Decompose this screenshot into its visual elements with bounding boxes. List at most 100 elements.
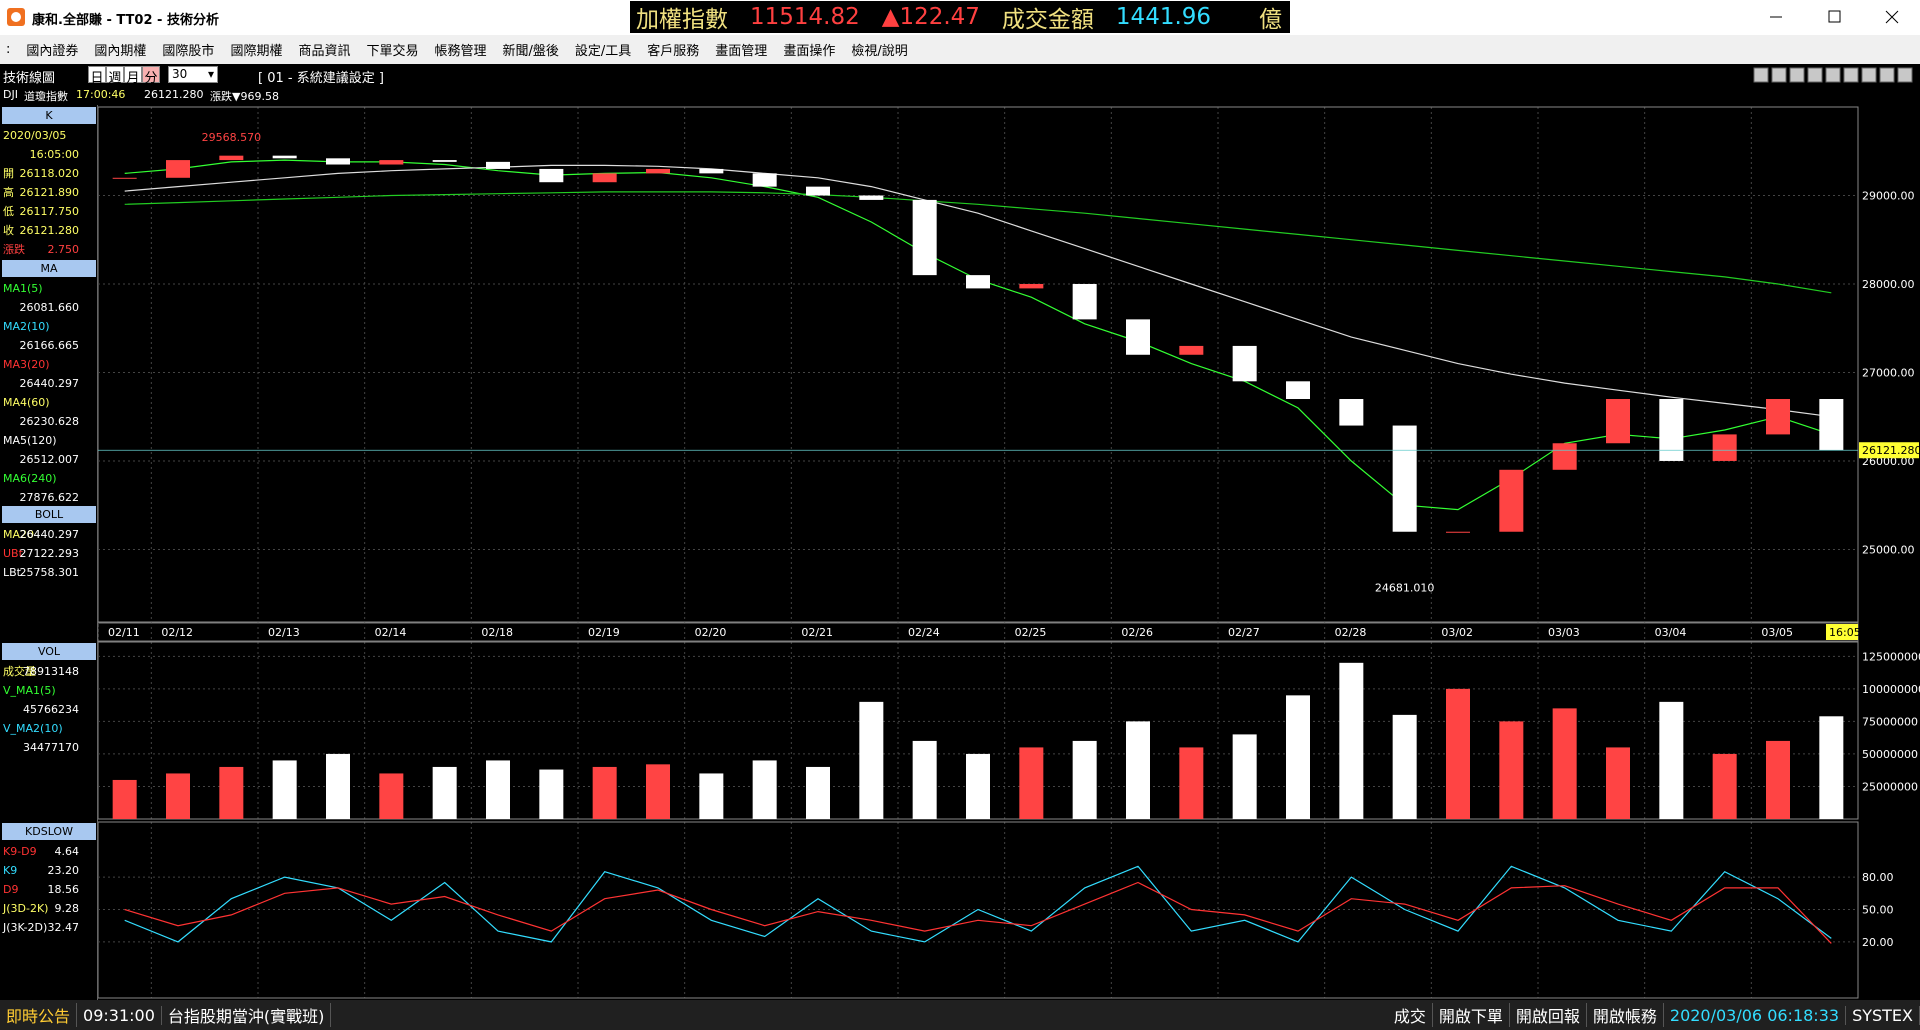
status-bar: 即時公告 09:31:00 台指股期當沖(實戰班) 成交 開啟下單 開啟回報 開啟帳務 202… xyxy=(0,1000,1920,1030)
y-tick-label: 25000.00 xyxy=(1862,543,1915,556)
volume-bar xyxy=(1179,747,1204,819)
y-tick-label: 80.00 xyxy=(1862,871,1894,884)
period-button[interactable]: 日 xyxy=(88,66,106,86)
status-item: 即時公告 xyxy=(0,1003,78,1027)
ticker: 加權指數 11514.82 ▲122.47 成交金額 1441.96 億 xyxy=(630,1,1290,33)
menu-bar: : 國內證券 國內期權 國際股市 國際期權 商品資訊 下單交易 帳務管理 新聞/盤後 設定/工具客… xyxy=(0,35,1920,64)
section-header: KDSLOW xyxy=(2,823,96,840)
period-button[interactable]: 月 xyxy=(124,66,142,86)
volume-bar xyxy=(646,764,670,819)
menu-item[interactable]: 國際股市 xyxy=(162,44,215,59)
menu-item[interactable]: 檢視/說明 xyxy=(851,44,908,59)
indicator-label: MA4(60) xyxy=(3,396,50,409)
volume-bar xyxy=(1446,688,1470,819)
indicator-label: MA1(5) xyxy=(3,282,43,295)
status-item[interactable]: 開啟帳務 xyxy=(1587,1003,1664,1027)
close[interactable] xyxy=(1885,10,1899,24)
indicator-value: 9.28 xyxy=(54,902,80,915)
menu-item[interactable]: 新聞/盤後 xyxy=(502,44,559,59)
y-tick-label: 20.00 xyxy=(1862,936,1894,949)
menu-item[interactable]: 商品資訊 xyxy=(298,44,351,59)
candle xyxy=(1552,443,1577,470)
indicator-label: MA2(10) xyxy=(3,320,50,333)
indicator-label: 漲跌 xyxy=(3,243,25,256)
high-label: 29568.570 xyxy=(202,131,261,144)
indicator-value: 25758.301 xyxy=(19,566,80,579)
x-tick-label: 03/05 xyxy=(1761,626,1793,639)
indicator-label: LBt xyxy=(3,566,21,579)
candle xyxy=(486,161,510,169)
maximize[interactable] xyxy=(1828,10,1841,23)
indicator-value: 26117.750 xyxy=(19,205,80,218)
candle xyxy=(379,160,404,165)
volume-bar xyxy=(806,766,830,819)
x-tick-label: 03/02 xyxy=(1441,626,1473,639)
candle xyxy=(1712,434,1737,461)
period-button[interactable]: 週 xyxy=(106,66,124,86)
tool-button[interactable] xyxy=(1771,67,1787,83)
window-controls[interactable] xyxy=(1740,0,1920,34)
candle xyxy=(1499,469,1524,532)
x-tick-label: 02/25 xyxy=(1015,626,1047,639)
section-header: BOLL xyxy=(2,506,96,523)
volume-bar xyxy=(219,766,244,819)
period-button[interactable]: 分 xyxy=(142,66,160,86)
menu-item[interactable]: 畫面操作 xyxy=(783,44,836,59)
candle xyxy=(1126,319,1150,355)
menu-item[interactable]: 國內期權 xyxy=(94,44,147,59)
indicator-value: 32.47 xyxy=(47,921,80,934)
indicator-value: 26512.007 xyxy=(19,453,80,466)
indicator-value: 27876.622 xyxy=(19,491,80,504)
x-tick-label: 02/14 xyxy=(375,626,407,639)
volume-bar xyxy=(486,760,510,819)
indicator-label: MA6(240) xyxy=(3,472,57,485)
menu-item[interactable]: 畫面管理 xyxy=(715,44,768,59)
tool-button[interactable] xyxy=(1753,67,1769,83)
indicator-label: MA5(120) xyxy=(3,434,57,447)
candle xyxy=(699,168,724,174)
indicator-value: 26440.297 xyxy=(19,528,80,541)
menu-item[interactable]: 國內證券 xyxy=(26,44,79,59)
indicator-label: J(3D-2K) xyxy=(3,902,49,915)
chart-tools xyxy=(1753,67,1913,83)
y-tick-label: 29000.00 xyxy=(1862,189,1915,202)
candle xyxy=(1339,399,1364,426)
volume-bar xyxy=(1232,734,1257,819)
menu-item[interactable]: 帳務管理 xyxy=(434,44,487,59)
menu-item[interactable]: 國際期權 xyxy=(230,44,283,59)
status-item[interactable]: 開啟回報 xyxy=(1510,1003,1587,1027)
x-tick-label: 02/13 xyxy=(268,626,300,639)
status-item[interactable]: 開啟下單 xyxy=(1433,1003,1510,1027)
indicator-label: 開 xyxy=(3,167,14,180)
volume-bar xyxy=(432,766,457,819)
indicator-label: 2020/03/05 xyxy=(3,129,67,142)
tool-button[interactable] xyxy=(1825,67,1841,83)
indicator-value: 23.20 xyxy=(47,864,80,877)
toolbar-title: 技術線圖 xyxy=(3,71,56,86)
quote-price: 26121.280 xyxy=(144,88,204,101)
tool-button[interactable] xyxy=(1843,67,1859,83)
ticker-text: ▲122.47 xyxy=(881,4,980,30)
indicator-value: 45766234 xyxy=(23,703,79,716)
menu-item[interactable]: 下單交易 xyxy=(366,44,419,59)
tool-button[interactable] xyxy=(1879,67,1895,83)
volume-bar xyxy=(272,760,297,819)
chart-area: 02/11 02/12 02/13 02/14 02/18 02/19 02/20 02/21… xyxy=(98,106,1920,999)
x-tick-label: 02/11 xyxy=(108,626,140,639)
interval-select[interactable]: 30 ▾ xyxy=(168,66,218,83)
status-item[interactable]: 成交 xyxy=(1388,1003,1433,1027)
candle xyxy=(646,168,670,174)
candle xyxy=(1766,399,1790,435)
tool-button[interactable] xyxy=(1789,67,1805,83)
volume-bar xyxy=(1552,708,1577,819)
menu-item[interactable]: 設定/工具 xyxy=(574,44,632,59)
candle xyxy=(592,173,617,183)
tool-button[interactable] xyxy=(1897,67,1913,83)
candle xyxy=(432,160,457,162)
section-header: K xyxy=(2,107,96,124)
tool-button[interactable] xyxy=(1861,67,1877,83)
tool-button[interactable] xyxy=(1807,67,1823,83)
volume-bar xyxy=(326,753,350,819)
menu-item[interactable]: 客戶服務 xyxy=(647,44,700,59)
indicator-label: UBt xyxy=(3,547,23,560)
